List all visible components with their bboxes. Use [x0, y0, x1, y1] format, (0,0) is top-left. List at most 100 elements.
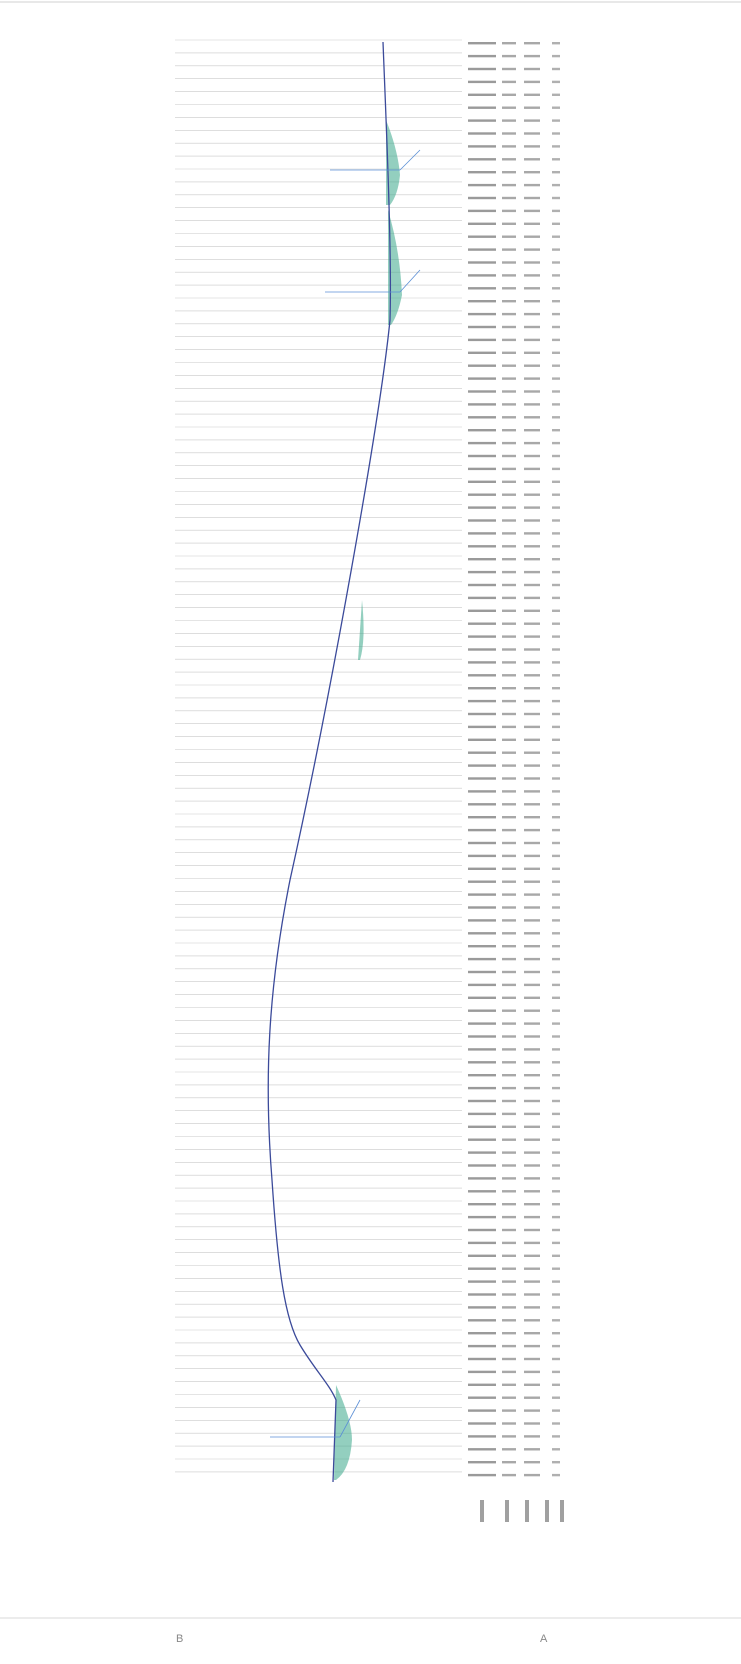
table-cell: [524, 158, 540, 161]
table-cell: [524, 248, 540, 251]
table-cell: [502, 545, 516, 548]
table-cell: [502, 932, 516, 935]
table-cell: [502, 1203, 516, 1206]
table-cell: [502, 738, 516, 741]
table-cell: [502, 300, 516, 303]
table-cell: [468, 919, 496, 922]
table-cell: [552, 1099, 560, 1103]
table-cell: [552, 42, 560, 45]
table-cell: [524, 1254, 540, 1257]
table-cell: [524, 1190, 540, 1193]
table-cell: [502, 957, 516, 961]
table-cell: [468, 1228, 496, 1232]
table-cell: [552, 674, 560, 677]
table-cell: [468, 1254, 496, 1257]
table-cell: [468, 248, 496, 251]
table-cell: [468, 725, 496, 729]
table-cell: [552, 261, 560, 264]
table-cell: [524, 596, 540, 600]
table-cell: [468, 932, 496, 935]
table-cell: [468, 1280, 496, 1283]
table-cell: [524, 1177, 540, 1180]
table-cell: [468, 132, 496, 135]
table-cell: [552, 1396, 560, 1399]
table-cell: [468, 93, 496, 96]
table-cell: [524, 196, 540, 200]
table-cell: [552, 403, 560, 406]
table-cell: [524, 1022, 540, 1025]
table-cell: [502, 583, 516, 587]
table-cell: [552, 1473, 560, 1477]
table-cell: [502, 54, 516, 58]
table-cell: [468, 300, 496, 303]
table-cell: [468, 828, 496, 832]
table-cell: [524, 338, 540, 342]
table-cell: [552, 1306, 560, 1309]
table-cell: [524, 867, 540, 870]
table-cell: [552, 441, 560, 445]
table-cell: [468, 196, 496, 200]
table-cell: [552, 1319, 560, 1322]
table-cell: [552, 648, 560, 651]
table-cell: [502, 1164, 516, 1167]
table-cell: [552, 222, 560, 225]
table-cell: [524, 67, 540, 71]
table-cell: [524, 738, 540, 741]
table-cell: [502, 1009, 516, 1012]
table-cell: [468, 1215, 496, 1219]
table-cell: [552, 467, 560, 471]
table-cell: [468, 106, 496, 109]
table-cell: [502, 558, 516, 561]
table-cell: [502, 803, 516, 806]
table-cell: [468, 635, 496, 638]
table-cell: [502, 1125, 516, 1128]
table-cell: [468, 751, 496, 754]
table-cell: [468, 596, 496, 600]
table-cell: [502, 1293, 516, 1296]
table-cell: [552, 1293, 560, 1296]
table-cell: [502, 1319, 516, 1322]
table-cell: [524, 841, 540, 845]
table-cell: [468, 1151, 496, 1154]
table-cell: [524, 932, 540, 935]
table-cell: [524, 441, 540, 445]
table-cell: [502, 1151, 516, 1154]
table-cell: [468, 1332, 496, 1335]
table-cell: [552, 803, 560, 806]
table-cell: [468, 1267, 496, 1270]
table-cell: [468, 429, 496, 432]
table-cell: [468, 519, 496, 522]
table-cell: [552, 661, 560, 664]
table-cell: [552, 1228, 560, 1232]
table-cell: [502, 699, 516, 703]
table-cell: [502, 1086, 516, 1090]
table-cell: [524, 996, 540, 999]
table-cell: [552, 1280, 560, 1283]
table-cell: [502, 661, 516, 664]
table-cell: [552, 777, 560, 780]
table-cell: [524, 983, 540, 987]
table-cell: [468, 764, 496, 767]
table-cell: [468, 790, 496, 793]
table-cell: [524, 570, 540, 574]
table-cell: [524, 183, 540, 187]
table-cell: [552, 416, 560, 419]
table-cell: [524, 699, 540, 703]
table-cell: [524, 558, 540, 561]
table-cell: [502, 132, 516, 135]
table-cell: [524, 1241, 540, 1245]
table-cell: [524, 1151, 540, 1154]
table-cell: [502, 1435, 516, 1438]
table-cell: [524, 674, 540, 677]
table-cell: [468, 493, 496, 496]
table-cell: [552, 558, 560, 561]
table-cell: [502, 519, 516, 522]
table-cell: [524, 312, 540, 316]
table-cell: [468, 545, 496, 548]
table-cell: [524, 261, 540, 264]
table-cell: [524, 635, 540, 638]
shaded-zone: [358, 600, 364, 660]
table-cell: [468, 1203, 496, 1206]
